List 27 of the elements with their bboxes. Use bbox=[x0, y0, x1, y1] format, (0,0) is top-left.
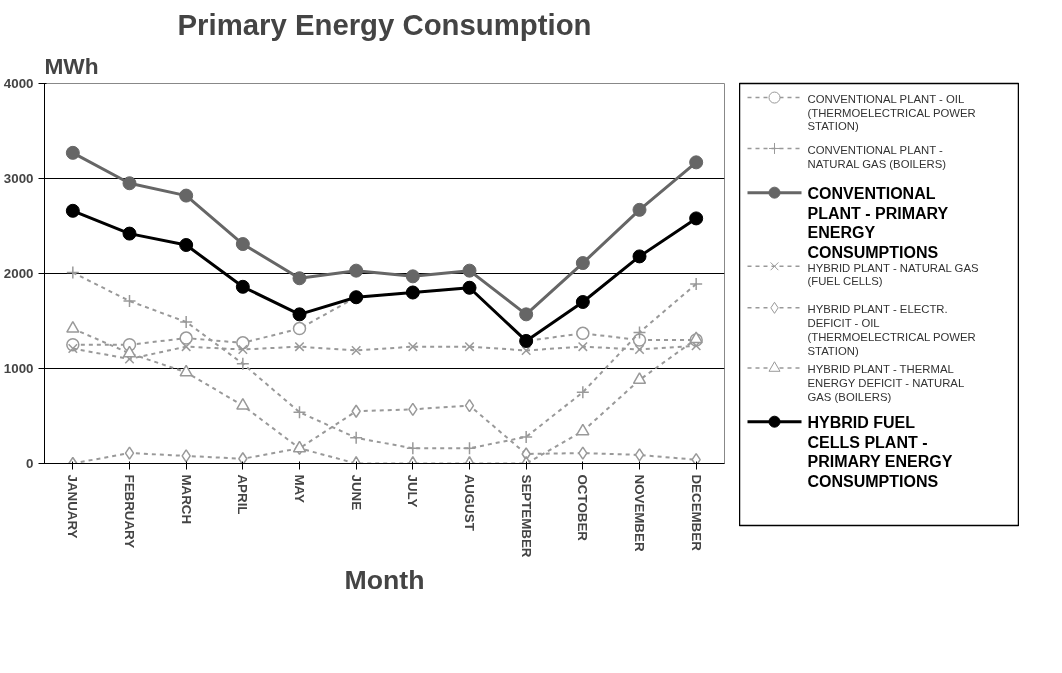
chart-title: Primary Energy Consumption bbox=[177, 7, 592, 41]
y-axis-title: MWh bbox=[44, 52, 99, 79]
x-tick-label: MAY bbox=[292, 474, 307, 503]
y-tick-label: 1000 bbox=[3, 361, 34, 376]
legend-label: CONVENTIONAL PLANT - OIL (THERMOELECTRICAL POWER STATION) bbox=[807, 92, 976, 133]
x-axis-title: Month bbox=[344, 565, 425, 596]
x-tick-label: NOVEMBER bbox=[632, 474, 647, 552]
legend-label: HYBRID FUEL CELLS PLANT - PRIMARY ENERGY CONSUMPTIONS bbox=[807, 414, 953, 490]
y-tick-label: 4000 bbox=[3, 76, 34, 91]
x-tick-label: JUNE bbox=[348, 474, 364, 511]
legend-label: HYBRID PLANT - ELECTR. DEFICIT - OIL (THERMOELECTRICAL POWER STATION) bbox=[807, 303, 976, 357]
y-tick-label: 0 bbox=[26, 456, 34, 471]
x-tick-label: OCTOBER bbox=[575, 474, 591, 542]
x-tick-label: DECEMBER bbox=[688, 474, 704, 552]
x-tick-label: APRIL bbox=[235, 474, 251, 515]
x-tick-label: MARCH bbox=[178, 474, 194, 525]
x-tick-label: JANUARY bbox=[65, 474, 81, 539]
x-tick-label: AUGUST bbox=[462, 474, 477, 531]
x-tick-label: JULY bbox=[405, 474, 421, 508]
y-tick-label: 3000 bbox=[3, 171, 34, 186]
legend-label: CONVENTIONAL PLANT - PRIMARY ENERGY CONSUMPTIONS bbox=[807, 185, 949, 261]
legend-label: HYBRID PLANT - NATURAL GAS (FUEL CELLS) bbox=[807, 261, 979, 288]
legend-label: CONVENTIONAL PLANT - NATURAL GAS (BOILERS) bbox=[807, 143, 947, 170]
x-tick-label: SEPTEMBER bbox=[518, 474, 534, 558]
y-tick-label: 2000 bbox=[3, 266, 34, 281]
x-tick-label: FEBRUARY bbox=[122, 474, 137, 549]
legend-label: HYBRID PLANT - THERMAL ENERGY DEFICIT - NATURAL GAS (BOILERS) bbox=[807, 363, 965, 404]
